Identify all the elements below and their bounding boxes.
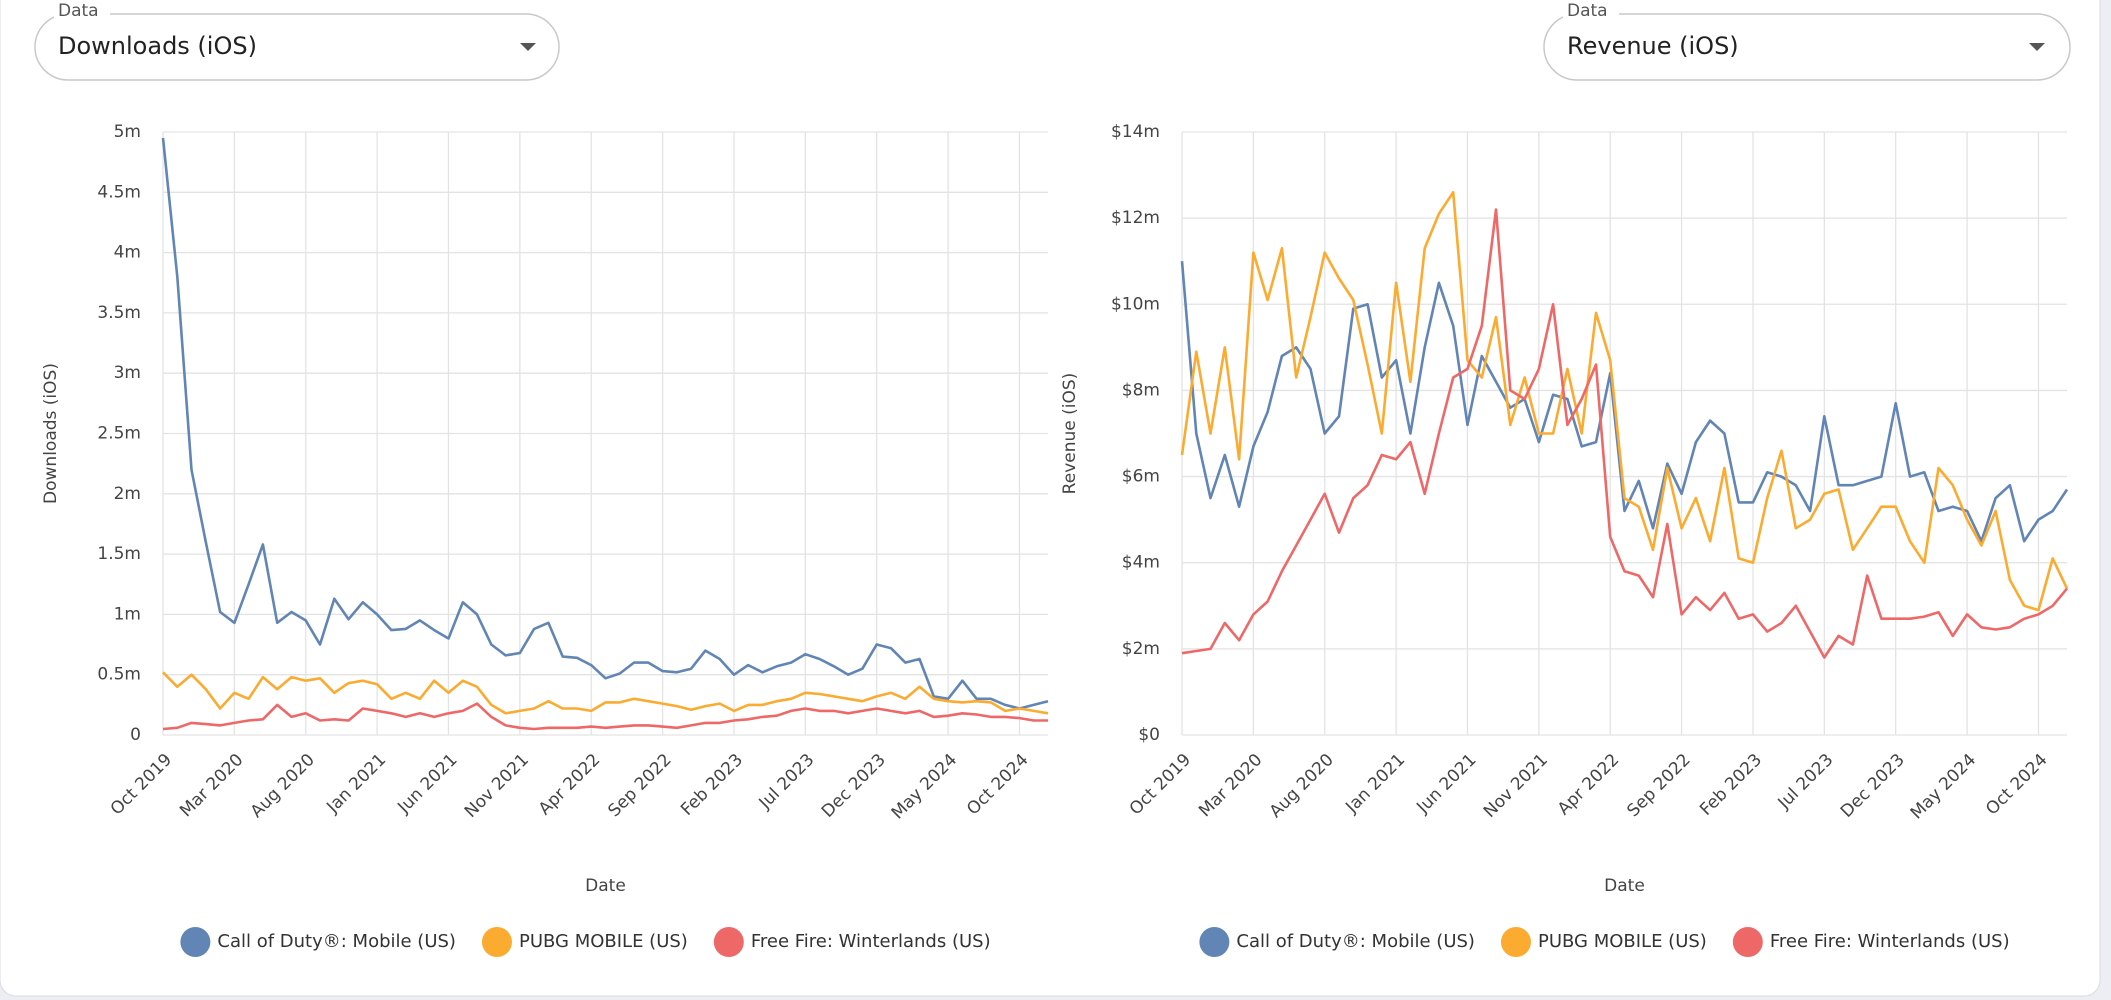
legend-marker: [1732, 927, 1763, 957]
caret: [520, 43, 536, 51]
y-tick-label: $4m: [1122, 553, 1160, 573]
label-bg: [1563, 2, 1619, 22]
y-tick-label: $10m: [1111, 294, 1160, 314]
legend: Call of Duty®: Mobile (US) PUBG MOBILE (U…: [1199, 927, 2010, 957]
series-line: [1181, 208, 2068, 659]
dropdown-value[interactable]: Revenue (iOS): [1567, 32, 1739, 60]
x-axis-title: Date: [585, 876, 626, 896]
y-tick-label: 4m: [114, 243, 141, 263]
legend-label: PUBG MOBILE (US): [519, 931, 688, 952]
y-tick-label: 0.5m: [97, 665, 141, 685]
y-tick-label: $14m: [1111, 122, 1160, 142]
dropdown-label: Data: [1567, 1, 1608, 21]
series-line: [162, 702, 1048, 731]
y-tick-label: $2m: [1122, 639, 1160, 659]
y-tick-label: 0: [130, 725, 141, 745]
legend-label: Free Fire: Winterlands (US): [1770, 931, 2010, 952]
dropdown[interactable]: Data Downloads (iOS): [34, 1, 560, 81]
x-axis-title: Date: [1604, 876, 1645, 896]
dropdown-value[interactable]: Downloads (iOS): [58, 32, 257, 60]
y-axis-title: Revenue (iOS): [1060, 373, 1080, 495]
legend-marker: [180, 927, 211, 957]
caret: [2029, 43, 2045, 51]
legend-marker: [1500, 927, 1531, 957]
y-tick-label: $6m: [1122, 467, 1160, 487]
y-tick-label: 2.5m: [97, 424, 141, 444]
legend-label: PUBG MOBILE (US): [1538, 931, 1707, 952]
legend-label: Call of Duty®: Mobile (US): [1236, 931, 1475, 952]
series-line: [1180, 261, 2069, 543]
y-tick-label: 3m: [114, 363, 141, 383]
legend-marker: [713, 927, 744, 957]
legend-label: Free Fire: Winterlands (US): [751, 931, 991, 952]
label-bg: [54, 2, 110, 22]
legend-marker: [481, 927, 512, 957]
dropdown-box[interactable]: [34, 13, 560, 81]
dropdown-box[interactable]: [1543, 13, 2071, 81]
dropdown[interactable]: Data Revenue (iOS): [1543, 1, 2071, 81]
legend-marker: [1199, 927, 1230, 957]
y-tick-label: $8m: [1122, 380, 1160, 400]
y-axis-title: Downloads (iOS): [41, 363, 61, 504]
y-tick-label: 5m: [114, 122, 141, 142]
legend-label: Call of Duty®: Mobile (US): [217, 931, 456, 952]
y-tick-label: $12m: [1111, 208, 1160, 228]
legend: Call of Duty®: Mobile (US) PUBG MOBILE (U…: [180, 927, 991, 957]
y-tick-label: $0: [1138, 725, 1160, 745]
series-line: [162, 671, 1049, 715]
dropdown-label: Data: [58, 1, 99, 21]
series-line: [161, 137, 1049, 710]
y-tick-label: 4.5m: [97, 182, 141, 202]
y-tick-label: 1m: [114, 604, 141, 624]
y-tick-label: 1.5m: [97, 544, 141, 564]
y-tick-label: 3.5m: [97, 303, 141, 323]
series-line: [1180, 191, 2069, 612]
y-tick-label: 2m: [114, 484, 141, 504]
